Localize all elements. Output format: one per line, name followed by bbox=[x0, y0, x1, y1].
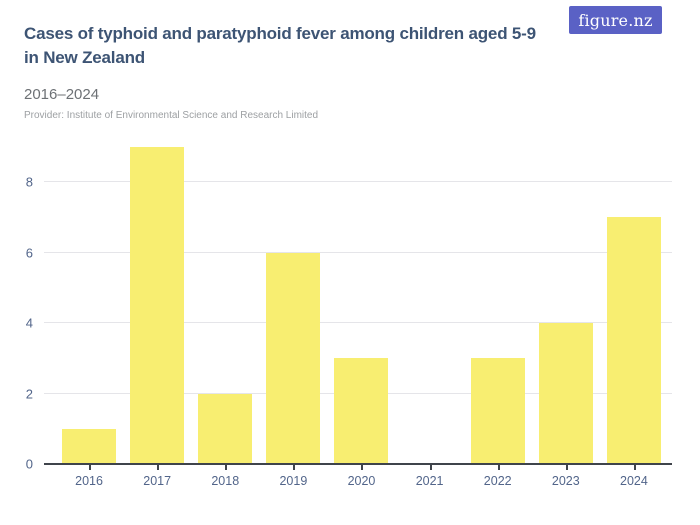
y-tick-label-2: 2 bbox=[25, 386, 33, 402]
column-2021: 2021 bbox=[396, 147, 464, 488]
x-tick-2020 bbox=[361, 464, 364, 470]
x-tick-2022 bbox=[497, 464, 500, 470]
x-tick-2016 bbox=[89, 464, 92, 470]
column-2020: 2020 bbox=[327, 147, 395, 488]
gridline-4 bbox=[44, 322, 672, 324]
column-2022: 2022 bbox=[464, 147, 532, 488]
chart-subtitle: 2016–2024 bbox=[24, 86, 100, 103]
figure-nz-logo[interactable]: figure.nz bbox=[569, 6, 662, 34]
x-tick-2017 bbox=[157, 464, 160, 470]
chart-title: Cases of typhoid and paratyphoid fever a… bbox=[24, 22, 569, 70]
bar-2017[interactable] bbox=[130, 147, 185, 464]
x-tick-label-2021: 2021 bbox=[415, 474, 444, 488]
x-tick-2019 bbox=[293, 464, 296, 470]
provider-credit: Provider: Institute of Environmental Sci… bbox=[24, 110, 319, 121]
column-2018: 2018 bbox=[191, 147, 259, 488]
bar-2022[interactable] bbox=[470, 358, 525, 464]
bar-2016[interactable] bbox=[62, 428, 117, 464]
x-tick-label-2018: 2018 bbox=[211, 474, 240, 488]
column-2019: 2019 bbox=[259, 147, 327, 488]
y-tick-label-4: 4 bbox=[25, 315, 33, 331]
bar-columns: 2016 2017 2018 2019 2020 2021 2022 2023 2024 bbox=[55, 147, 668, 488]
bar-2020[interactable] bbox=[334, 358, 389, 464]
column-2023: 2023 bbox=[532, 147, 600, 488]
bar-2019[interactable] bbox=[266, 252, 321, 464]
x-axis-line bbox=[44, 463, 672, 465]
column-2024: 2024 bbox=[600, 147, 668, 488]
x-tick-label-2017: 2017 bbox=[143, 474, 172, 488]
x-tick-label-2020: 2020 bbox=[347, 474, 376, 488]
x-tick-label-2019: 2019 bbox=[279, 474, 308, 488]
column-2016: 2016 bbox=[55, 147, 123, 488]
bar-2018[interactable] bbox=[198, 393, 253, 464]
x-tick-2024 bbox=[633, 464, 636, 470]
x-tick-2021 bbox=[429, 464, 432, 470]
bar-2024[interactable] bbox=[606, 217, 661, 464]
column-2017: 2017 bbox=[123, 147, 191, 488]
x-tick-label-2022: 2022 bbox=[483, 474, 512, 488]
x-tick-2023 bbox=[565, 464, 568, 470]
plot-area: 2016 2017 2018 2019 2020 2021 2022 2023 2024 bbox=[44, 147, 672, 488]
gridline-8 bbox=[44, 181, 672, 183]
chart-title-line-2: in New Zealand bbox=[24, 48, 145, 67]
chart-title-line-1: Cases of typhoid and paratyphoid fever a… bbox=[24, 24, 536, 43]
bar-2023[interactable] bbox=[538, 323, 593, 464]
x-tick-label-2023: 2023 bbox=[551, 474, 580, 488]
x-tick-label-2024: 2024 bbox=[620, 474, 648, 488]
gridline-6 bbox=[44, 251, 672, 253]
y-tick-label-8: 8 bbox=[25, 174, 33, 190]
y-axis: 0 2 4 6 8 bbox=[0, 147, 33, 471]
x-tick-label-2016: 2016 bbox=[75, 474, 103, 488]
x-tick-2018 bbox=[225, 464, 228, 470]
y-tick-label-6: 6 bbox=[25, 245, 33, 261]
y-tick-label-0: 0 bbox=[25, 456, 33, 472]
